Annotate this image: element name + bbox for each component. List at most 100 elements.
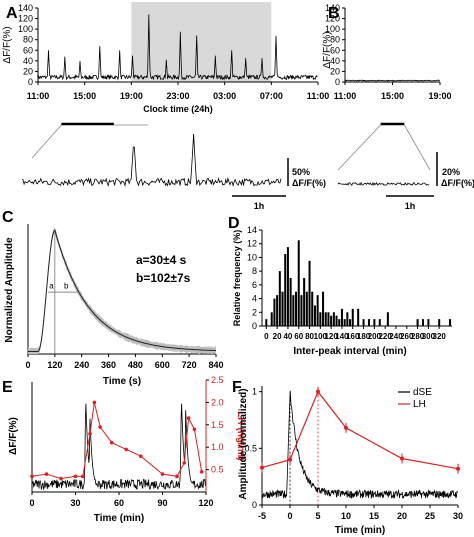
x-axis-tick-label: 10 [341, 511, 351, 521]
x-axis-tick-label: 15:00 [73, 91, 96, 101]
panel-label-f: F [232, 379, 242, 396]
histogram-bar [448, 319, 452, 326]
x-axis-tick-label: 160 [346, 332, 360, 341]
chart-c: Normalized Amplitude 0 120 240 360 480 600 720 8… [4, 224, 224, 387]
histogram-bar [289, 278, 292, 326]
x-axis-tick-label: 80 [305, 332, 314, 341]
y-axis-tick-label: 10 [247, 252, 257, 262]
scale-bar-y-unit: ΔF/F(%) [441, 178, 474, 188]
histogram-bar [265, 319, 268, 326]
y-axis-tick-label: 0 [335, 77, 340, 87]
chart-d: 0 2 4 6 8 10 12 14 Relative frequency (%) 0 20 40 60… [232, 225, 452, 357]
scale-bar-x-label: 1h [254, 201, 265, 211]
lh-point [182, 461, 187, 465]
lh-point [344, 425, 348, 430]
x-axis-tick-label: 480 [128, 360, 143, 370]
lh-point [59, 476, 63, 481]
panel-label-c: C [2, 209, 14, 226]
y-axis-tick-label: 80 [23, 35, 33, 45]
histogram-bar [322, 291, 325, 326]
histogram-bar [324, 312, 327, 326]
dff-trace [31, 403, 206, 491]
x-axis-tick-label: 19:00 [428, 91, 451, 101]
x-axis-label: Clock time (24h) [143, 104, 213, 114]
histogram-bar [278, 271, 281, 326]
x-axis-tick-label: 360 [101, 360, 116, 370]
x-axis-tick-label: 15 [369, 511, 379, 521]
lh-point [400, 456, 404, 461]
x-axis-tick-label: 20 [273, 332, 282, 341]
histogram-bar [421, 319, 425, 326]
histogram-bar [286, 247, 289, 326]
x-axis-tick-label: 0 [25, 360, 30, 370]
histogram-bar [273, 298, 276, 326]
lh-line [261, 390, 459, 470]
lh-point [192, 427, 197, 432]
x-axis-tick-label: 30 [70, 498, 80, 508]
histogram-bar [343, 319, 346, 326]
x-axis-tick-label: 03:00 [213, 91, 236, 101]
zoom-connector-right [404, 124, 431, 171]
x-axis-tick-label: 280 [411, 332, 425, 341]
zoom-connector-left [337, 124, 381, 171]
lh-point [175, 474, 179, 479]
histogram-bar [300, 295, 303, 326]
x-axis-tick-label: 60 [114, 498, 124, 508]
histogram-bar [338, 319, 341, 326]
histogram-bar [327, 312, 330, 326]
y-axis-tick-label: 6 [252, 280, 257, 290]
histogram-bar [319, 312, 322, 326]
x-axis-tick-label: 300 [422, 332, 436, 341]
histogram-bar [373, 319, 376, 326]
x-axis-tick-label: 600 [155, 360, 170, 370]
y-axis-tick-label: 12 [247, 239, 257, 249]
panel-labels: A B C D E F [2, 5, 340, 396]
histogram-bar [308, 260, 311, 326]
y-axis-right-label: LH (ng/ml) [235, 411, 246, 460]
x-axis-tick-label: 5 [315, 511, 320, 521]
y-axis-tick-label: 8 [252, 266, 257, 276]
panel-label-a: A [6, 5, 18, 22]
y-axis-tick-label: 0 [252, 500, 257, 510]
histogram-bar [284, 254, 287, 326]
histogram-bar [303, 278, 306, 326]
y-axis-right-tick-label: 0.5 [211, 465, 224, 475]
y-axis-tick-label: 4 [252, 294, 257, 304]
lh-point [98, 425, 102, 429]
histogram-bar [297, 240, 300, 326]
lh-point [288, 457, 292, 462]
x-axis-tick-label: 120 [198, 498, 213, 508]
x-axis-tick-label: 200 [368, 332, 382, 341]
dark-phase-shading [131, 2, 272, 82]
histogram-bar [305, 291, 308, 326]
x-axis-tick-label: 240 [74, 360, 89, 370]
legend-lh-label: LH [413, 399, 426, 410]
x-axis-tick-label: 11:00 [307, 91, 330, 101]
histogram-bar [340, 308, 343, 326]
dse-trace [261, 390, 459, 500]
histogram-bar [292, 295, 295, 326]
x-axis-tick-label: 180 [357, 332, 371, 341]
histogram-bar [378, 319, 381, 326]
histogram-bar [313, 305, 316, 326]
x-axis-label: Inter-peak interval (min) [293, 346, 406, 357]
x-axis-tick-label: 11:00 [27, 91, 50, 101]
zoom-connector-left [31, 124, 62, 159]
histogram-bar [438, 319, 441, 326]
y-axis-label: Relative frequency (%) [232, 230, 242, 327]
x-axis-label: Time (s) [103, 376, 141, 387]
chart-e: ΔF/F(%) 0.5 1.0 1.5 2.0 2.5 LH (ng/ml) 0 30 60 90 1… [8, 375, 246, 524]
y-axis-tick-label: 60 [330, 45, 340, 55]
y-axis-tick-label: 60 [23, 45, 33, 55]
y-axis-tick-label: 40 [330, 56, 340, 66]
y-axis-tick-label: 2 [252, 307, 257, 317]
scale-bar-y-label: 20% [442, 167, 460, 177]
lh-point [199, 470, 204, 474]
scale-bar-y-label: 50% [292, 167, 310, 177]
y-axis-tick-label: 0.5 [244, 443, 257, 453]
y-axis-tick-label: 140 [325, 3, 340, 13]
x-axis-tick-label: 320 [433, 332, 447, 341]
x-axis-tick-label: 19:00 [120, 91, 143, 101]
lh-point [124, 447, 129, 452]
